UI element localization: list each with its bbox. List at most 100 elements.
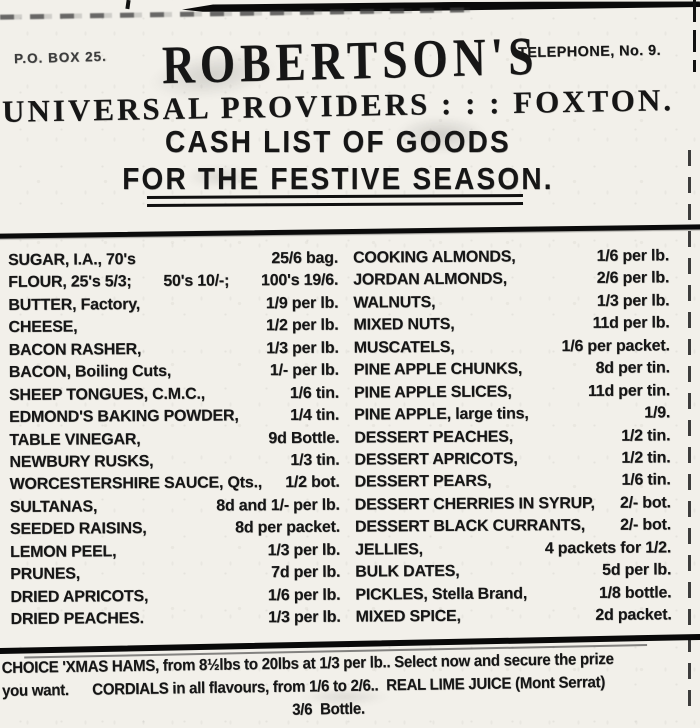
item-name: TABLE VINEGAR,: [9, 430, 141, 449]
item-name: JELLIES,: [355, 540, 423, 559]
item-price: 1/3 per lb.: [268, 608, 341, 627]
item-name: EDMOND'S BAKING POWDER,: [9, 407, 239, 427]
item-price: 1/3 per lb.: [267, 541, 341, 559]
item-name: MIXED NUTS,: [353, 316, 455, 334]
price-list-row: TABLE VINEGAR, 9d Bottle.: [9, 429, 339, 454]
price-list-left-column: SUGAR, I.A., 70's 25/6 bag. FLOUR, 25's 5…: [8, 250, 347, 634]
item-name: CHEESE,: [8, 318, 78, 337]
price-list-row: DESSERT PEACHES, 1/2 tin.: [354, 427, 670, 452]
price-list-row: PICKLES, Stella Brand, 1/8 bottle.: [355, 584, 671, 609]
price-list-row: PINE APPLE SLICES, 11d per tin.: [354, 382, 670, 407]
item-price: 8d per tin.: [595, 359, 670, 378]
price-list-row: DESSERT BLACK CURRANTS, 2/- bot.: [355, 517, 671, 542]
item-name: PRUNES,: [10, 565, 81, 584]
item-name: LEMON PEEL,: [10, 542, 117, 561]
item-price: 9d Bottle.: [268, 429, 340, 447]
footer-offer-text: CHOICE 'XMAS HAMS, from 8½lbs to 20lbs a…: [1, 647, 654, 726]
item-price: 2/6 per lb.: [596, 269, 670, 288]
headline-festive-season: FOR THE FESTIVE SEASON.: [122, 161, 554, 196]
item-name: PINE APPLE SLICES,: [353, 383, 512, 402]
price-list-row: PINE APPLE CHUNKS, 8d per tin.: [354, 360, 670, 385]
item-name: NEWBURY RUSKS,: [9, 452, 154, 471]
item-price: 1/6 per lb.: [596, 247, 670, 265]
price-list-row: MIXED SPICE, 2d packet.: [355, 606, 671, 631]
price-list-row: CHEESE, 1/2 per lb.: [8, 317, 338, 342]
price-list-row: DESSERT APRICOTS, 1/2 tin.: [354, 449, 670, 474]
item-price: 8d and 1/- per lb.: [216, 496, 340, 515]
section-rule-top: [0, 224, 700, 239]
item-name: DESSERT BLACK CURRANTS,: [354, 517, 586, 536]
item-name: PINE APPLE CHUNKS,: [353, 360, 523, 379]
item-name: MUSCATELS,: [353, 338, 455, 357]
price-list-row: BUTTER, Factory, 1/9 per lb.: [8, 295, 338, 320]
item-name: SHEEP TONGUES, C.M.C.,: [8, 385, 205, 404]
item-name: PINE APPLE, large tins,: [354, 405, 529, 424]
po-box-label: P.O. BOX 25.: [13, 48, 107, 67]
item-name: DESSERT APRICOTS,: [354, 450, 518, 469]
item-price: 1/2 bot.: [285, 474, 340, 492]
item-price: 4 packets for 1/2.: [544, 539, 672, 557]
price-list-row: PINE APPLE, large tins, 1/9.: [354, 404, 670, 429]
item-name: WALNUTS,: [353, 293, 436, 312]
item-price: 1/2 tin.: [621, 426, 671, 445]
item-name: BULK DATES,: [355, 562, 460, 581]
item-name: MIXED SPICE,: [355, 607, 461, 626]
item-price: 1/9 per lb.: [265, 294, 339, 313]
price-list: SUGAR, I.A., 70's 25/6 bag. FLOUR, 25's 5…: [8, 247, 695, 633]
item-price: 2/- bot.: [620, 516, 671, 534]
item-price: 1/- per lb.: [269, 361, 339, 380]
headline-cash-list: CASH LIST OF GOODS: [165, 124, 511, 159]
item-price: 25/6 bag.: [271, 249, 339, 268]
item-price: 1/3 tin.: [290, 451, 340, 469]
item-price: 1/2 per lb.: [265, 317, 339, 335]
item-price: 8d per packet.: [235, 518, 340, 537]
item-price: 1/3 per lb.: [266, 339, 339, 357]
item-price: 11d per tin.: [587, 382, 671, 400]
price-list-row: SULTANAS, 8d and 1/- per lb.: [10, 497, 340, 522]
column-divider-rule: [688, 150, 691, 715]
item-price: 2d packet.: [595, 606, 672, 624]
item-name: DESSERT PEACHES,: [354, 427, 513, 447]
item-price: 5d per lb.: [602, 561, 672, 579]
item-name: DESSERT CHERRIES IN SYRUP,: [354, 494, 595, 514]
item-name: COOKING ALMONDS,: [352, 248, 516, 267]
item-price: 1/8 bottle.: [598, 583, 672, 602]
price-list-row: WALNUTS, 1/3 per lb.: [353, 292, 669, 317]
price-list-row: MUSCATELS, 1/6 per packet.: [354, 337, 670, 362]
item-price: 2/- bot.: [619, 494, 671, 512]
store-subtitle: UNIVERSAL PROVIDERS : : : FOXTON.: [1, 82, 675, 129]
item-price: 1/6 per lb.: [267, 586, 341, 604]
price-list-row: BACON, Boiling Cuts, 1/- per lb.: [9, 362, 339, 387]
price-list-row: JORDAN ALMONDS, 2/6 per lb.: [353, 270, 669, 295]
item-mid-price: 50's 10/-;: [163, 272, 230, 291]
price-list-row: LEMON PEEL, 1/3 per lb.: [10, 541, 340, 566]
price-list-row: DRIED APRICOTS, 1/6 per lb.: [10, 586, 340, 611]
price-list-row: DESSERT PEARS, 1/6 tin.: [355, 472, 671, 497]
item-name: SEEDED RAISINS,: [9, 520, 147, 539]
price-list-row: SHEEP TONGUES, C.M.C., 1/6 tin.: [9, 384, 339, 409]
price-list-row: EDMOND'S BAKING POWDER, 1/4 tin.: [9, 407, 339, 432]
price-list-row: MIXED NUTS, 11d per lb.: [353, 315, 669, 340]
top-ink-tick: [125, 0, 131, 10]
item-name: SUGAR, I.A., 70's: [8, 251, 136, 269]
item-price: 11d per lb.: [592, 314, 670, 333]
price-list-row: NEWBURY RUSKS, 1/3 tin.: [9, 452, 339, 477]
item-price: 1/4 tin.: [289, 406, 340, 425]
item-name: BACON RASHER,: [8, 340, 142, 359]
item-name: SULTANAS,: [9, 498, 98, 516]
item-name: WORCESTERSHIRE SAUCE, Qts.,: [9, 474, 263, 494]
item-price: 100's 19/6.: [260, 272, 339, 290]
price-list-row: FLOUR, 25's 5/3; 50's 10/-; 100's 19/6.: [8, 272, 338, 297]
item-price: 7d per lb.: [271, 563, 341, 582]
price-list-row: DRIED PEACHES. 1/3 per lb.: [11, 609, 341, 634]
store-name: ROBERTSON'S: [161, 25, 539, 96]
item-name: JORDAN ALMONDS,: [353, 270, 508, 290]
item-name: PICKLES, Stella Brand,: [355, 584, 528, 604]
item-name: BUTTER, Factory,: [8, 295, 141, 314]
item-price: 1/6 tin.: [621, 471, 671, 490]
item-price: 1/3 per lb.: [596, 292, 670, 310]
item-price: 1/6 per packet.: [561, 337, 670, 355]
price-list-right-column: COOKING ALMONDS, 1/6 per lb. JORDAN ALMON…: [344, 247, 695, 631]
price-list-row: BULK DATES, 5d per lb.: [355, 562, 671, 587]
